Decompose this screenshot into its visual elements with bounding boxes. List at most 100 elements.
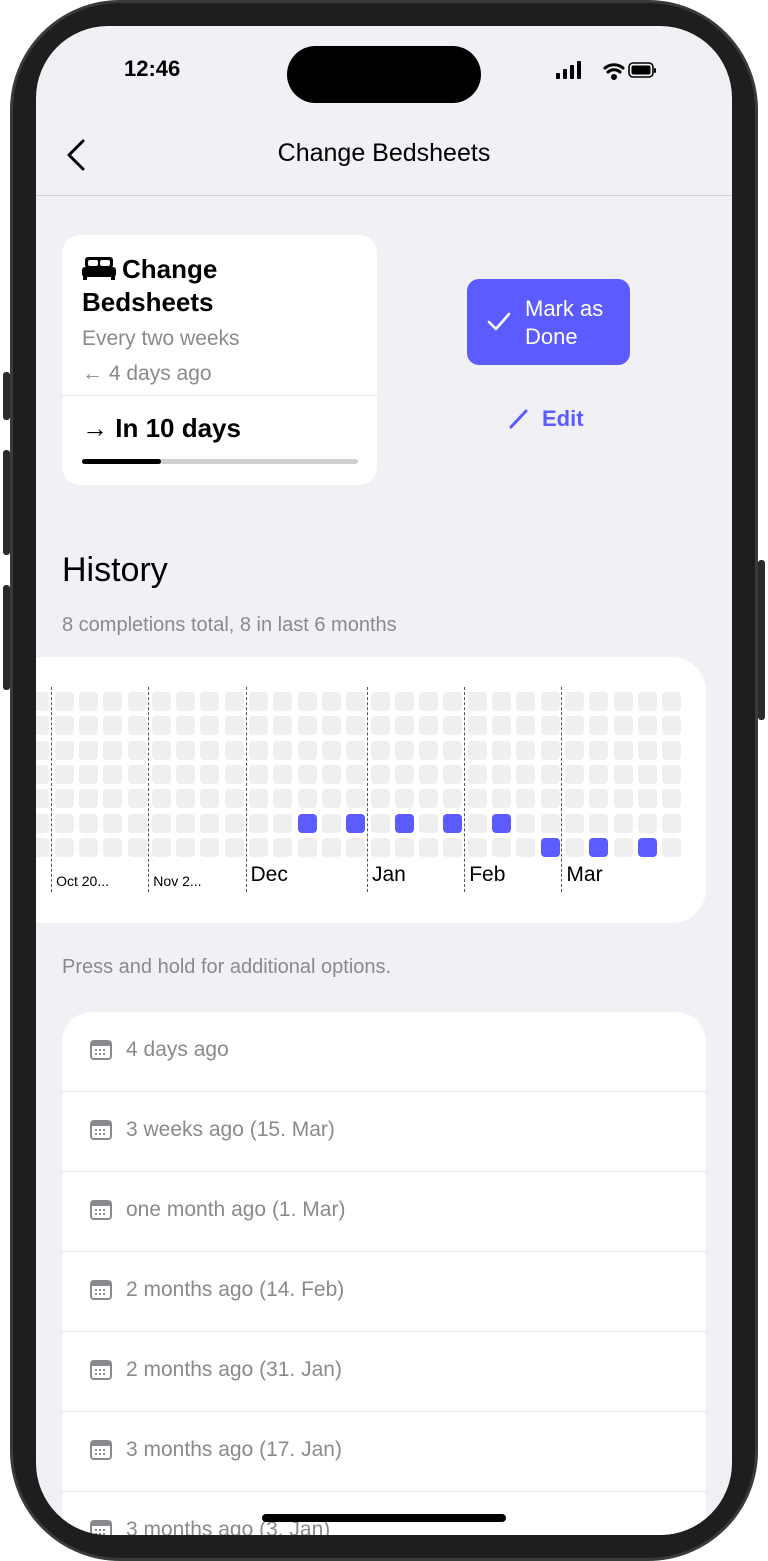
heatmap-cell	[127, 813, 147, 833]
history-entry[interactable]: 2 months ago (31. Jan)	[62, 1332, 706, 1412]
month-label: Jan	[372, 863, 406, 886]
heatmap-cell	[176, 813, 196, 833]
entry-label: 3 months ago (3. Jan)	[126, 1518, 331, 1535]
arrow-left-icon: ←	[82, 362, 103, 385]
entry-label: 3 weeks ago (15. Mar)	[126, 1118, 335, 1141]
month-divider	[464, 687, 466, 892]
last-done: ← 4 days ago	[82, 362, 212, 386]
mark-done-button[interactable]: Mark as Done	[467, 279, 630, 365]
heatmap-cell	[54, 740, 74, 760]
calendar-icon	[90, 1520, 112, 1535]
home-indicator[interactable]	[262, 1514, 506, 1522]
heatmap-cell	[78, 789, 98, 809]
heatmap-cell	[637, 692, 657, 711]
heatmap-cell	[78, 692, 98, 711]
checkmark-icon	[487, 312, 511, 331]
heatmap-cell	[36, 789, 50, 809]
card-divider	[62, 395, 377, 396]
heatmap-cell-completed	[492, 813, 511, 833]
history-entry[interactable]: 3 months ago (3. Jan)	[62, 1492, 706, 1535]
heatmap-cell	[419, 764, 439, 784]
heatmap-cell	[370, 813, 390, 833]
heatmap-cell	[78, 813, 98, 833]
bed-icon	[82, 257, 116, 280]
heatmap-cell	[103, 764, 123, 784]
heatmap-cell	[516, 740, 536, 760]
heatmap-cell	[443, 692, 463, 711]
month-divider	[561, 687, 563, 892]
heatmap-cell	[637, 716, 657, 736]
heatmap-cell	[54, 716, 74, 736]
heatmap-cell	[151, 813, 171, 833]
heatmap-cell	[589, 789, 609, 809]
heatmap-cell	[662, 837, 682, 857]
heatmap-cell	[589, 764, 609, 784]
heatmap-cell	[36, 740, 50, 760]
heatmap-cell	[370, 716, 390, 736]
heatmap-cell	[297, 764, 317, 784]
heatmap-cell	[540, 789, 560, 809]
heatmap-cell	[394, 837, 414, 857]
heatmap-cell	[176, 692, 196, 711]
heatmap-cell	[200, 716, 220, 736]
volume-up-button	[3, 450, 10, 555]
task-title: Change Bedsheets	[82, 253, 342, 319]
heatmap-cell	[346, 716, 366, 736]
history-heading: History	[62, 551, 168, 589]
heatmap-cell	[467, 692, 487, 711]
month-divider	[51, 687, 53, 892]
heatmap-cell	[370, 764, 390, 784]
entry-label: 2 months ago (14. Feb)	[126, 1278, 345, 1301]
history-entry[interactable]: 3 months ago (17. Jan)	[62, 1412, 706, 1492]
heatmap-cell	[492, 764, 511, 784]
month-label: Oct 20...	[56, 873, 110, 889]
heatmap-cell	[346, 837, 366, 857]
heatmap-cell	[540, 716, 560, 736]
heatmap-cell	[419, 740, 439, 760]
heatmap-cell	[419, 837, 439, 857]
calendar-icon	[90, 1360, 112, 1380]
heatmap-cell	[564, 837, 584, 857]
heatmap-cell	[273, 813, 293, 833]
heatmap-cell	[492, 837, 511, 857]
history-entry[interactable]: 2 months ago (14. Feb)	[62, 1252, 706, 1332]
heatmap-cell	[492, 692, 511, 711]
heatmap-cell	[103, 740, 123, 760]
power-button	[758, 560, 765, 720]
heatmap-cell	[370, 837, 390, 857]
status-icons	[556, 61, 656, 80]
heatmap-cell-completed	[394, 813, 414, 833]
heatmap-cell	[200, 740, 220, 760]
heatmap-cell	[54, 789, 74, 809]
calendar-icon	[90, 1200, 112, 1220]
history-summary: 8 completions total, 8 in last 6 months	[62, 614, 397, 636]
last-done-text: 4 days ago	[108, 362, 212, 385]
heatmap-cell	[419, 692, 439, 711]
dynamic-island	[287, 46, 481, 103]
heatmap-cell	[127, 837, 147, 857]
heatmap-cell	[467, 837, 487, 857]
history-entry[interactable]: one month ago (1. Mar)	[62, 1172, 706, 1252]
heatmap-cell	[273, 764, 293, 784]
heatmap-cell	[224, 764, 244, 784]
heatmap-cell	[249, 813, 268, 833]
heatmap-cell	[516, 764, 536, 784]
heatmap-cell	[394, 716, 414, 736]
heatmap-cell	[564, 789, 584, 809]
heatmap-cell	[176, 740, 196, 760]
heatmap-cell	[540, 740, 560, 760]
history-entry[interactable]: 4 days ago	[62, 1012, 706, 1092]
heatmap-cell	[637, 789, 657, 809]
edit-button[interactable]: Edit	[508, 406, 584, 432]
progress-fill	[82, 459, 161, 464]
heatmap-cell	[273, 716, 293, 736]
heatmap-cell	[273, 692, 293, 711]
heatmap-cell	[36, 692, 50, 711]
heatmap-cell	[151, 789, 171, 809]
chevron-left-icon[interactable]	[66, 139, 88, 171]
heatmap-cell	[492, 716, 511, 736]
calendar-icon	[90, 1120, 112, 1140]
heatmap-cell-completed	[589, 837, 609, 857]
history-entry[interactable]: 3 weeks ago (15. Mar)	[62, 1092, 706, 1172]
heatmap-cell	[662, 789, 682, 809]
